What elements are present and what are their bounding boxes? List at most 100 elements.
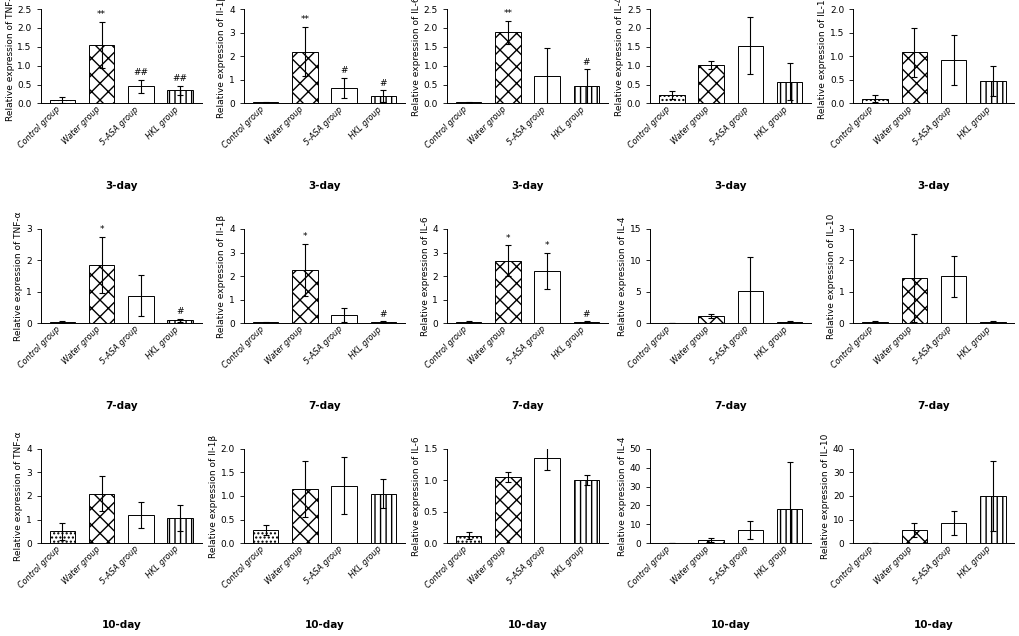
X-axis label: 7-day: 7-day	[713, 401, 746, 411]
Bar	[167, 90, 193, 104]
Bar	[979, 496, 1005, 543]
Bar	[370, 494, 395, 543]
Bar	[737, 291, 762, 323]
Text: #: #	[176, 307, 183, 315]
Y-axis label: Relative expression of IL-4: Relative expression of IL-4	[618, 216, 627, 336]
Bar	[737, 530, 762, 543]
Y-axis label: Relative expression of IL-6: Relative expression of IL-6	[420, 216, 429, 336]
X-axis label: 3-day: 3-day	[713, 181, 746, 191]
Text: #: #	[379, 79, 387, 88]
Y-axis label: Relative expression of Il-1β: Relative expression of Il-1β	[209, 434, 217, 558]
Bar	[167, 320, 193, 323]
Bar	[698, 65, 723, 104]
Bar	[534, 76, 559, 104]
Bar	[370, 322, 395, 323]
Text: *: *	[303, 232, 307, 242]
Bar	[573, 86, 599, 104]
Bar	[494, 32, 521, 104]
Bar	[253, 530, 278, 543]
Bar	[940, 276, 965, 323]
Text: #: #	[340, 66, 347, 75]
Bar	[291, 489, 317, 543]
X-axis label: 3-day: 3-day	[511, 181, 543, 191]
Bar	[573, 322, 599, 323]
Bar	[50, 322, 75, 323]
Y-axis label: Relative expression of TNF-α: Relative expression of TNF-α	[5, 0, 14, 121]
Bar	[776, 509, 802, 543]
X-axis label: 10-day: 10-day	[913, 621, 953, 630]
Bar	[253, 322, 278, 323]
Text: *: *	[544, 242, 549, 251]
Bar	[776, 81, 802, 104]
Y-axis label: Relative expression of IL-10: Relative expression of IL-10	[826, 214, 835, 339]
Text: *: *	[505, 233, 510, 242]
Y-axis label: Relative expression of IL-10: Relative expression of IL-10	[820, 433, 829, 558]
Y-axis label: Relative expression of IL-6: Relative expression of IL-6	[412, 436, 421, 556]
Bar	[901, 52, 926, 104]
Bar	[331, 486, 357, 543]
Y-axis label: Relative expression of Il-1β: Relative expression of Il-1β	[217, 0, 226, 118]
X-axis label: 3-day: 3-day	[105, 181, 138, 191]
Bar	[128, 86, 154, 104]
Text: ##: ##	[172, 74, 187, 83]
Y-axis label: Relative expression of IL-10: Relative expression of IL-10	[817, 0, 826, 119]
X-axis label: 7-day: 7-day	[308, 401, 340, 411]
Bar	[167, 518, 193, 543]
Bar	[128, 515, 154, 543]
Bar	[979, 322, 1005, 323]
Bar	[89, 45, 114, 104]
Bar	[861, 99, 887, 104]
X-axis label: 10-day: 10-day	[710, 621, 750, 630]
Bar	[128, 296, 154, 323]
Bar	[455, 322, 481, 323]
X-axis label: 3-day: 3-day	[308, 181, 340, 191]
Bar	[776, 322, 802, 323]
Bar	[253, 102, 278, 104]
Y-axis label: Relative expression of Il-1β: Relative expression of Il-1β	[217, 214, 226, 338]
X-axis label: 3-day: 3-day	[917, 181, 950, 191]
Bar	[291, 270, 317, 323]
X-axis label: 7-day: 7-day	[917, 401, 950, 411]
Bar	[455, 102, 481, 104]
Bar	[534, 458, 559, 543]
Bar	[331, 315, 357, 323]
Bar	[89, 494, 114, 543]
Bar	[89, 265, 114, 323]
Text: #: #	[379, 310, 387, 319]
Bar	[979, 81, 1005, 104]
Bar	[494, 477, 521, 543]
Bar	[698, 316, 723, 323]
Bar	[534, 271, 559, 323]
Bar	[698, 540, 723, 543]
Text: #: #	[582, 58, 590, 67]
Bar	[50, 531, 75, 543]
Text: *: *	[99, 225, 104, 234]
Bar	[370, 96, 395, 104]
Bar	[737, 46, 762, 104]
X-axis label: 10-day: 10-day	[305, 621, 344, 630]
Bar	[455, 536, 481, 543]
Bar	[901, 530, 926, 543]
Y-axis label: Relative expression of TNF-α: Relative expression of TNF-α	[14, 211, 23, 341]
Bar	[658, 95, 684, 104]
Text: **: **	[300, 15, 309, 24]
Bar	[901, 278, 926, 323]
Bar	[861, 322, 887, 323]
Text: ##: ##	[133, 68, 148, 77]
Text: **: **	[503, 10, 512, 18]
Text: #: #	[582, 310, 590, 319]
X-axis label: 7-day: 7-day	[511, 401, 543, 411]
Y-axis label: Relative expression of IL-4: Relative expression of IL-4	[614, 0, 624, 116]
Y-axis label: Relative expression of TNF-α: Relative expression of TNF-α	[14, 431, 23, 561]
Bar	[50, 100, 75, 104]
Bar	[291, 52, 317, 104]
Text: **: **	[97, 10, 106, 20]
Bar	[940, 523, 965, 543]
X-axis label: 10-day: 10-day	[101, 621, 141, 630]
Bar	[494, 261, 521, 323]
Y-axis label: Relative expression of IL-4: Relative expression of IL-4	[618, 436, 627, 556]
X-axis label: 7-day: 7-day	[105, 401, 138, 411]
X-axis label: 10-day: 10-day	[507, 621, 547, 630]
Bar	[940, 60, 965, 104]
Bar	[331, 88, 357, 104]
